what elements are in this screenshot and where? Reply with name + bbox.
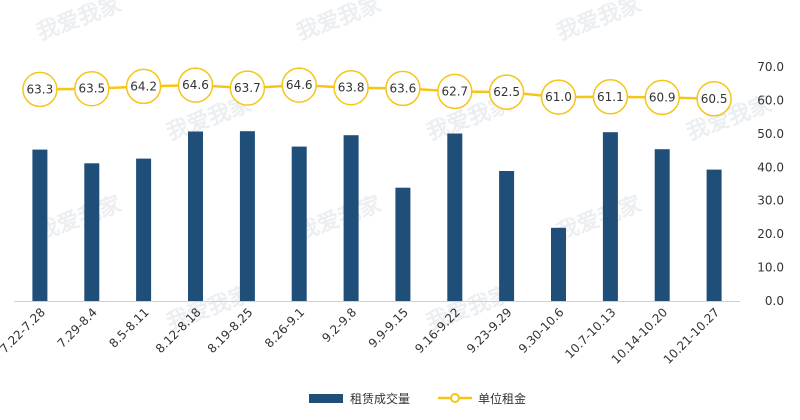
bar [136,158,152,301]
data-label: 62.5 [493,85,520,99]
bar [32,149,48,301]
legend-label-bar: 租赁成交量 [350,391,410,406]
bar [343,135,359,301]
y-tick-label: 30.0 [757,194,784,208]
bar [551,227,566,301]
watermark-text: 我爱我家 [553,191,646,246]
data-label: 63.3 [27,82,54,96]
legend: 租赁成交量 单位租金 [309,391,526,406]
data-label: 63.8 [338,81,365,95]
line-point [22,71,58,108]
bar-series-rental-volume [32,131,722,301]
line-markers: 63.3 63.5 64.2 64.6 63.7 64.6 63.8 63.6 62.7 62.5… [22,67,732,117]
x-tick-label: 9.9-9.15 [366,305,411,350]
y-tick-label: 50.0 [757,127,784,141]
legend-swatch-marker [450,393,460,403]
y-tick-label: 20.0 [757,227,784,241]
bar [84,163,100,301]
y-tick-label: 10.0 [757,261,784,275]
data-label: 61.1 [597,90,624,104]
line-point [125,68,162,105]
y-tick-label: 70.0 [757,60,784,74]
x-tick-label: 8.5-8.11 [106,305,151,350]
x-axis: 7.22-7.28 7.29-8.4 8.5-8.11 8.12-8.18 8.19-8… [0,301,740,367]
line-point [592,79,629,115]
data-label: 64.6 [182,78,209,92]
bar [654,149,670,301]
data-label: 63.6 [390,81,417,95]
line-point [437,73,473,110]
watermark-text: 我爱我家 [553,0,646,46]
x-tick-label: 10.7-10.13 [562,305,618,361]
line-point [696,81,732,117]
x-tick-label: 8.26-9.1 [262,305,307,350]
line-point [644,79,680,116]
data-label: 60.9 [649,90,676,104]
bar [706,169,722,301]
bar [239,131,255,301]
data-label: 62.7 [441,84,468,98]
line-point [488,74,525,110]
data-label: 64.2 [130,79,157,93]
y-tick-label: 0.0 [765,294,784,308]
line-point [385,70,421,107]
y-tick-label: 40.0 [757,160,784,174]
data-label: 61.0 [545,90,572,104]
legend-label-line: 单位租金 [478,391,526,406]
y-tick-label: 60.0 [757,93,784,107]
bar [291,146,307,301]
watermark-text: 我爱我家 [293,0,386,46]
line-point [74,70,110,107]
x-tick-label: 10.21-10.27 [661,305,723,367]
bar [447,133,463,301]
data-label: 60.5 [701,92,728,106]
bar [395,187,411,301]
data-label: 63.7 [234,81,261,95]
legend-swatch-bar [309,394,343,403]
x-tick-label: 7.29-8.4 [55,305,100,350]
line-point [229,70,266,106]
data-label: 64.6 [286,78,313,92]
line-point [281,67,317,103]
bar [602,132,618,301]
watermark-text: 我爱我家 [293,191,386,246]
bar [499,171,515,301]
bar [188,131,203,301]
x-tick-label: 9.30-10.6 [516,305,567,356]
x-tick-label: 9.2-9.8 [319,305,359,345]
y-axis-right: 0.0 10.0 20.0 30.0 40.0 50.0 60.0 70.0 [757,60,784,308]
x-tick-label: 7.22-7.28 [0,305,48,356]
line-point [540,79,577,115]
watermark-text: 我爱我家 [33,0,126,46]
line-point [177,67,214,103]
data-label: 63.5 [78,82,105,96]
line-point [333,69,369,106]
